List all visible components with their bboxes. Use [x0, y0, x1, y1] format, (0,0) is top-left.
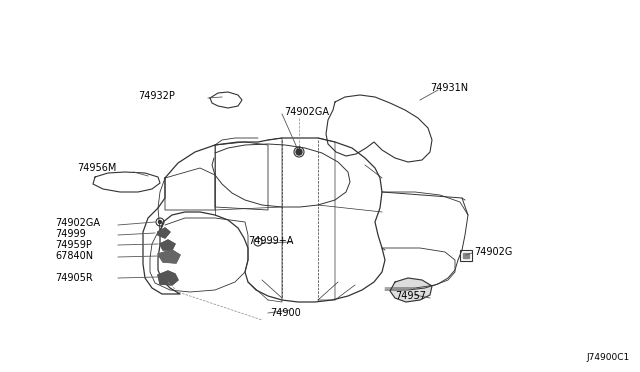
Circle shape: [159, 221, 161, 224]
Text: 67840N: 67840N: [55, 251, 93, 261]
Polygon shape: [158, 271, 178, 285]
Text: 74957: 74957: [395, 291, 426, 301]
Bar: [460, 250, 472, 261]
Text: 74932P: 74932P: [138, 91, 175, 101]
Text: 74900: 74900: [270, 308, 301, 318]
Circle shape: [296, 149, 302, 155]
Polygon shape: [160, 240, 175, 250]
Polygon shape: [390, 278, 432, 302]
Text: J74900C1: J74900C1: [587, 353, 630, 362]
Text: 74999+A: 74999+A: [248, 236, 293, 246]
Text: 74902GA: 74902GA: [284, 107, 329, 117]
Text: 74931N: 74931N: [430, 83, 468, 93]
Polygon shape: [158, 250, 180, 263]
Text: 74959P: 74959P: [55, 240, 92, 250]
Text: 74999: 74999: [55, 229, 86, 239]
Text: 74905R: 74905R: [55, 273, 93, 283]
Text: 74902GA: 74902GA: [55, 218, 100, 228]
Polygon shape: [158, 228, 170, 238]
Text: 74956M: 74956M: [77, 163, 116, 173]
Text: 74902G: 74902G: [474, 247, 513, 257]
Bar: [463, 253, 469, 258]
